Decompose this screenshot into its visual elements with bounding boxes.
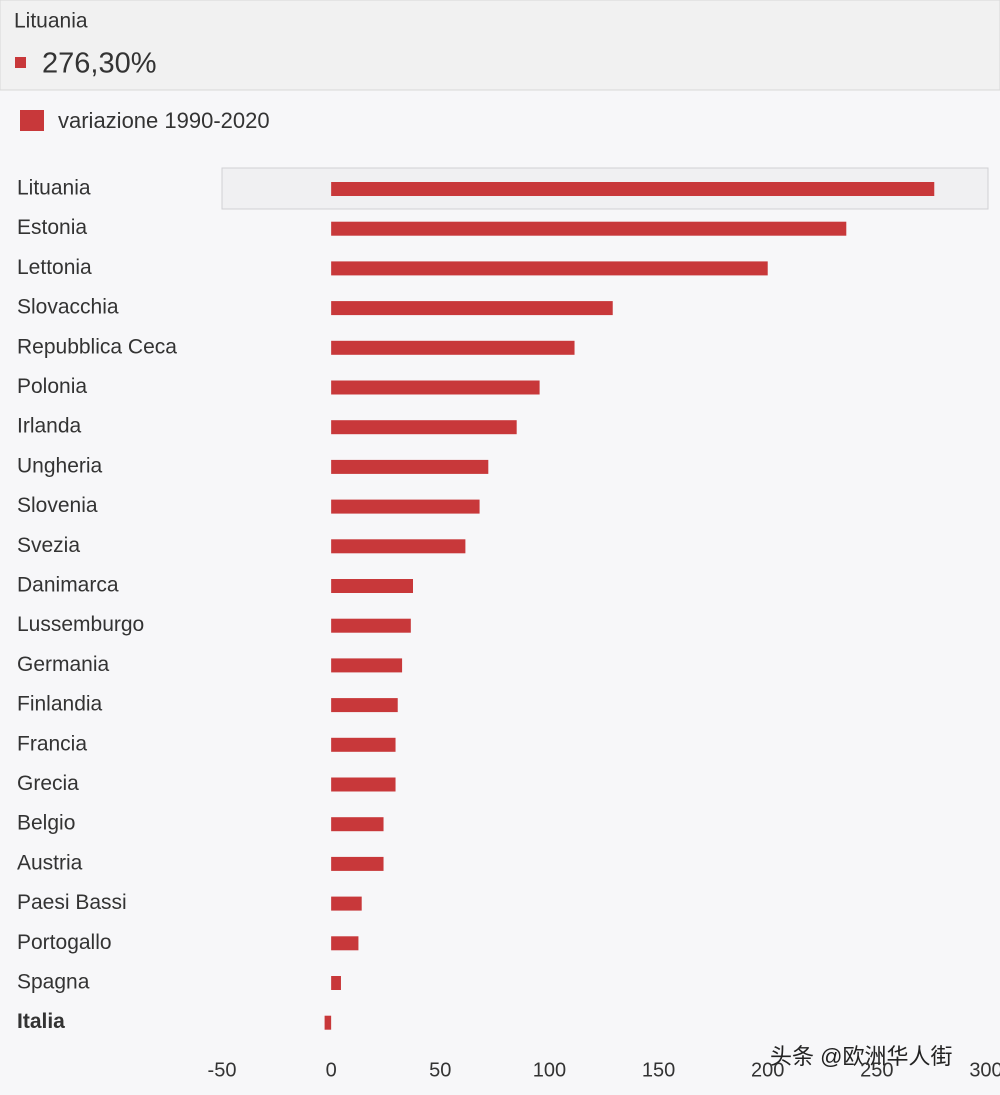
bar xyxy=(331,380,540,395)
x-tick-label: 0 xyxy=(326,1059,337,1081)
bar xyxy=(331,936,359,951)
y-tick-label: Portogallo xyxy=(17,931,112,954)
y-tick-label: Lituania xyxy=(17,177,91,200)
y-tick-label: Slovacchia xyxy=(17,296,119,319)
bar xyxy=(331,340,575,355)
bar xyxy=(331,301,613,316)
x-tick-label: 300 xyxy=(969,1059,1000,1081)
tooltip-box xyxy=(0,0,1000,91)
bar xyxy=(324,1015,332,1030)
y-tick-label: Lussemburgo xyxy=(17,613,144,636)
bar xyxy=(331,737,396,752)
y-tick-label: Estonia xyxy=(17,216,87,239)
x-tick-label: 50 xyxy=(429,1059,451,1081)
y-tick-label: Grecia xyxy=(17,772,79,795)
bar xyxy=(331,817,384,832)
tooltip-label: Lituania xyxy=(14,10,88,33)
bar xyxy=(331,777,396,792)
y-tick-label: Italia xyxy=(17,1010,65,1033)
y-tick-label: Germania xyxy=(17,653,110,676)
x-tick-label: -50 xyxy=(208,1059,237,1081)
y-tick-label: Paesi Bassi xyxy=(17,891,127,914)
y-tick-label: Spagna xyxy=(17,971,90,994)
bar xyxy=(331,459,489,474)
y-tick-label: Polonia xyxy=(17,375,87,398)
x-tick-label: 250 xyxy=(860,1059,893,1081)
x-tick-label: 150 xyxy=(642,1059,675,1081)
bar xyxy=(331,698,398,713)
y-tick-label: Irlanda xyxy=(17,415,82,438)
y-tick-label: Lettonia xyxy=(17,256,92,279)
watermark: 头条 @欧洲华人街 xyxy=(770,1044,952,1069)
bar xyxy=(331,896,362,911)
bar xyxy=(331,221,847,236)
bar xyxy=(331,618,411,633)
legend-swatch xyxy=(20,110,44,131)
bar xyxy=(331,182,935,196)
y-tick-label: Austria xyxy=(17,851,83,874)
bar xyxy=(331,420,517,435)
legend-label: variazione 1990-2020 xyxy=(58,108,270,133)
x-tick-label: 200 xyxy=(751,1059,784,1081)
bar xyxy=(331,539,466,554)
x-tick-label: 100 xyxy=(533,1059,566,1081)
y-tick-label: Repubblica Ceca xyxy=(17,335,177,358)
y-tick-label: Danimarca xyxy=(17,574,119,597)
y-tick-label: Belgio xyxy=(17,812,75,835)
bar xyxy=(331,579,413,593)
y-tick-label: Finlandia xyxy=(17,693,103,716)
tooltip-swatch xyxy=(15,57,26,68)
y-tick-label: Francia xyxy=(17,732,87,755)
bar xyxy=(331,261,768,276)
y-tick-label: Svezia xyxy=(17,534,80,557)
y-tick-label: Slovenia xyxy=(17,494,98,517)
bar xyxy=(331,856,384,871)
bar xyxy=(331,658,403,673)
bar xyxy=(331,499,480,514)
y-tick-label: Ungheria xyxy=(17,454,103,477)
tooltip-value: 276,30% xyxy=(42,48,157,80)
bar xyxy=(331,976,341,990)
